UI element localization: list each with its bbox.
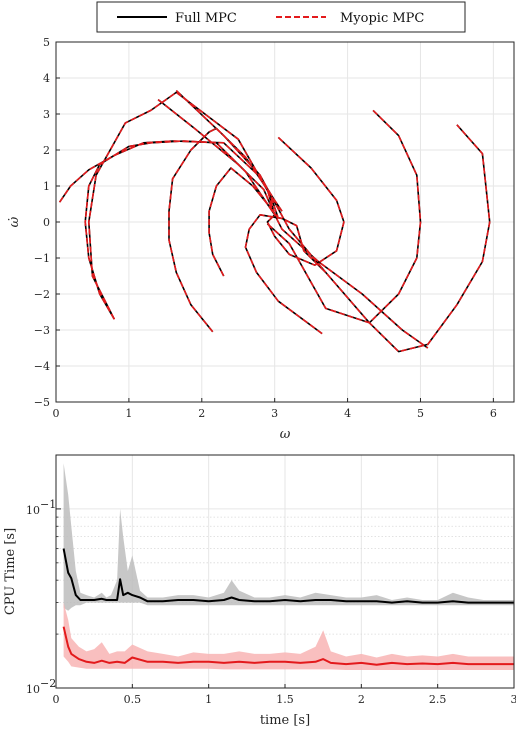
myopic-mpc-trajectory-7 bbox=[266, 109, 422, 324]
myopic-mpc-trajectory-3 bbox=[208, 167, 279, 277]
phase-xtick-label-3: 3 bbox=[271, 407, 278, 420]
cpu-xtick-label-3: 1.5 bbox=[276, 693, 294, 706]
phase-ytick-label-8: 3 bbox=[43, 108, 50, 121]
cpu-time-plot-xlabel: time [s] bbox=[260, 713, 310, 728]
cpu-xtick-label-1: 0.5 bbox=[124, 693, 142, 706]
full-mpc-trajectory-5 bbox=[244, 124, 491, 353]
cpu-time-plot-ylabel: CPU Time [s] bbox=[3, 528, 18, 615]
myopic-mpc-cpu-line bbox=[62, 626, 514, 666]
cpu-time-plot-lines bbox=[62, 548, 514, 666]
phase-ytick-label-7: 2 bbox=[43, 144, 50, 157]
phase-xtick-label-4: 4 bbox=[344, 407, 351, 420]
phase-plot-ylabel: ω̇ bbox=[7, 216, 22, 227]
phase-plot-ticks: 0 1 2 3 4 5 6 −5 −4 −3 −2 −1 0 1 2 3 4 5 bbox=[34, 36, 497, 420]
cpu-ytick-label-0: 10 bbox=[26, 683, 40, 696]
full-mpc-band bbox=[63, 463, 514, 611]
phase-ytick-label-3: −2 bbox=[34, 288, 50, 301]
cpu-ytick-exponent-0: −2 bbox=[40, 677, 56, 690]
phase-xtick-label-5: 5 bbox=[417, 407, 424, 420]
full-mpc-trajectory-2 bbox=[168, 127, 276, 333]
myopic-mpc-trajectory-6 bbox=[266, 136, 345, 266]
full-mpc-trajectory-6 bbox=[266, 136, 345, 266]
phase-ytick-label-2: −3 bbox=[34, 324, 50, 337]
phase-xtick-label-6: 6 bbox=[490, 407, 497, 420]
cpu-time-plot-bands bbox=[63, 463, 514, 670]
cpu-xtick-label-6: 3 bbox=[511, 693, 516, 706]
full-mpc-trajectory-4 bbox=[88, 91, 280, 320]
phase-xtick-label-2: 2 bbox=[198, 407, 205, 420]
cpu-xtick-label-0: 0 bbox=[53, 693, 60, 706]
cpu-xtick-label-5: 2.5 bbox=[429, 693, 447, 706]
legend: Full MPC Myopic MPC bbox=[96, 1, 466, 33]
cpu-xtick-label-4: 2 bbox=[358, 693, 365, 706]
legend-label-myopic-mpc: Myopic MPC bbox=[340, 11, 424, 26]
cpu-xtick-label-2: 1 bbox=[205, 693, 212, 706]
phase-ytick-label-0: −5 bbox=[34, 396, 50, 409]
phase-ytick-label-4: −1 bbox=[34, 252, 50, 265]
myopic-mpc-band bbox=[63, 602, 514, 670]
phase-ytick-label-10: 5 bbox=[43, 36, 50, 49]
cpu-time-plot-ticks: 0 0.5 1 1.5 2 2.5 310−210−1 bbox=[26, 498, 516, 706]
full-mpc-cpu-line bbox=[62, 548, 514, 604]
phase-plot-trajectories bbox=[58, 90, 491, 353]
phase-ytick-label-9: 4 bbox=[43, 72, 50, 85]
phase-ytick-label-6: 1 bbox=[43, 180, 50, 193]
phase-plot-xlabel: ω bbox=[280, 427, 291, 442]
myopic-mpc-trajectory-4 bbox=[88, 91, 280, 320]
legend-label-full-mpc: Full MPC bbox=[175, 11, 237, 26]
phase-xtick-label-1: 1 bbox=[125, 407, 132, 420]
myopic-mpc-trajectory-9 bbox=[175, 90, 327, 273]
cpu-ytick-label-1: 10 bbox=[26, 504, 40, 517]
phase-plot: 0 1 2 3 4 5 6 −5 −4 −3 −2 −1 0 1 2 3 4 5 ω ω̇ bbox=[7, 36, 515, 442]
myopic-mpc-trajectory-8 bbox=[157, 98, 429, 349]
phase-ytick-label-1: −4 bbox=[34, 360, 50, 373]
full-mpc-trajectory-7 bbox=[266, 109, 422, 324]
cpu-time-plot: 0 0.5 1 1.5 2 2.5 310−210−1 time [s] CPU Time … bbox=[3, 454, 516, 728]
phase-ytick-label-5: 0 bbox=[43, 216, 50, 229]
cpu-ytick-exponent-1: −1 bbox=[40, 498, 56, 511]
phase-xtick-label-0: 0 bbox=[53, 407, 60, 420]
myopic-mpc-trajectory-5 bbox=[244, 124, 491, 353]
